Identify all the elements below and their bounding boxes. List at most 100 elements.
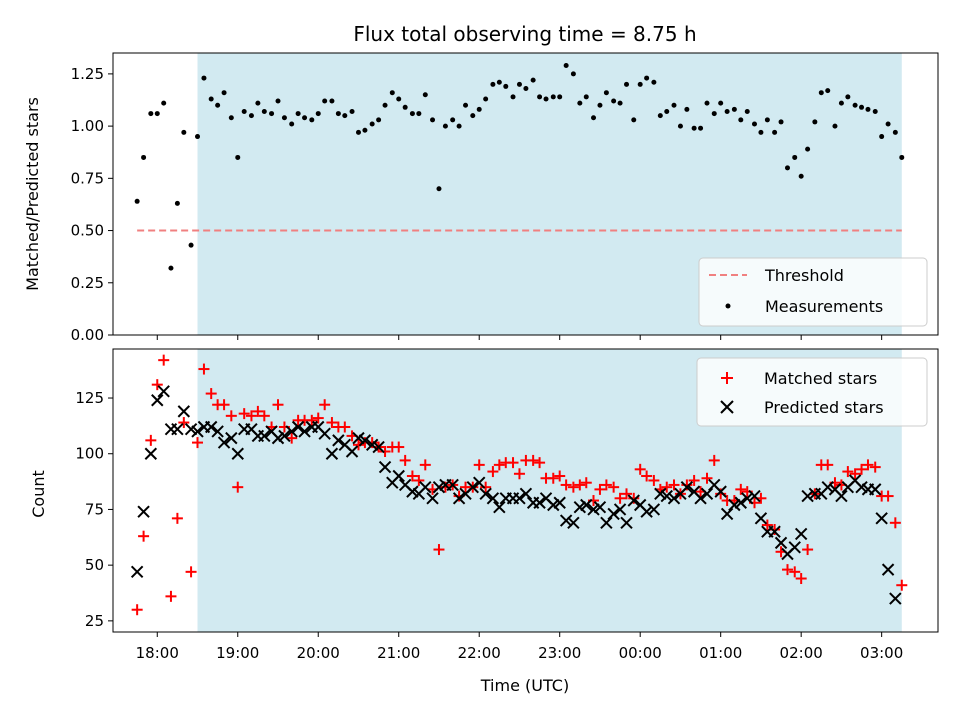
measurement-point [724, 108, 730, 114]
matched-star-marker [896, 579, 908, 591]
measurement-point [637, 81, 643, 87]
matched-star-marker [238, 408, 250, 420]
measurement-point [704, 100, 710, 106]
measurement-point [677, 123, 683, 129]
matched-star-marker [352, 439, 364, 451]
x-axis-label: Time (UTC) [480, 676, 569, 695]
measurement-point [557, 94, 563, 100]
predicted-star-marker [647, 503, 661, 516]
predicted-star-marker [875, 512, 888, 525]
measurement-point [825, 88, 831, 94]
matched-star-marker [192, 437, 204, 449]
predicted-star-marker [694, 492, 707, 505]
matched-star-marker [715, 488, 727, 500]
predicted-star-marker [680, 480, 694, 494]
predicted-star-marker [446, 478, 459, 492]
measurement-point [322, 98, 328, 104]
bottom-y-tick-label: 125 [75, 389, 104, 407]
predicted-star-marker [613, 503, 627, 516]
measurement-point [362, 127, 368, 133]
measurement-point [335, 111, 341, 117]
predicted-star-marker [567, 516, 580, 530]
matched-star-marker [198, 363, 210, 375]
matched-star-marker [735, 483, 747, 495]
measurement-point [281, 115, 287, 121]
predicted-star-marker [768, 525, 781, 538]
matched-star-marker [433, 544, 445, 556]
measurement-point [422, 92, 428, 98]
measurement-point [764, 117, 770, 123]
measurement-point [583, 94, 589, 100]
measurement-point [476, 106, 482, 112]
measurement-point [879, 134, 885, 140]
measurement-point [792, 154, 798, 160]
predicted-star-marker [889, 592, 902, 605]
measurement-point [503, 83, 509, 89]
measurement-point [483, 96, 489, 102]
matched-star-marker [272, 399, 284, 411]
matched-star-marker [399, 454, 411, 466]
predicted-star-marker [660, 489, 673, 503]
predicted-star-marker [553, 496, 566, 509]
matched-star-marker [580, 477, 592, 489]
measurement-point [161, 100, 167, 106]
matched-star-marker [245, 410, 257, 422]
bottom-y-tick-label: 75 [85, 500, 104, 518]
predicted-star-marker [231, 447, 244, 460]
measurement-point [865, 106, 871, 112]
matched-star-marker [326, 417, 338, 429]
matched-star-marker [413, 474, 425, 486]
matched-star-marker [487, 466, 499, 478]
matched-star-marker [507, 457, 519, 469]
predicted-star-marker [821, 480, 834, 494]
predicted-star-marker [298, 425, 311, 438]
measurement-point [691, 125, 697, 131]
predicted-star-marker [191, 425, 204, 438]
matched-star-marker [480, 481, 492, 493]
top-y-ticks: 0.00 0.25 0.50 0.75 1.00 1.25 [71, 65, 113, 344]
predicted-star-marker [493, 501, 506, 514]
measurement-point [885, 121, 891, 127]
top-legend-box [698, 257, 928, 327]
top-axes-frame [112, 52, 939, 336]
matched-star-marker [628, 492, 640, 504]
matched-star-marker [527, 454, 539, 466]
measurement-point [470, 113, 476, 119]
matched-star-marker [406, 470, 418, 482]
legend-measurements-swatch [725, 303, 731, 309]
measurement-point [772, 129, 778, 135]
measurement-point [872, 108, 878, 114]
predicted-star-marker [734, 496, 748, 509]
top-y-tick-label: 0.25 [71, 274, 104, 292]
legend-measurements-label: Measurements [765, 297, 883, 316]
measurement-point [228, 115, 234, 121]
predicted-star-marker [774, 536, 788, 550]
measurement-point [892, 129, 898, 135]
x-tick-label: 01:00 [699, 644, 742, 662]
matched-star-marker [795, 573, 807, 585]
predicted-stars-series [130, 385, 902, 605]
bottom-legend-box [696, 357, 928, 427]
predicted-star-marker [225, 431, 238, 445]
measurement-point [899, 154, 905, 160]
predicted-star-marker [486, 492, 500, 505]
matched-star-marker [567, 481, 579, 493]
matched-star-marker [668, 479, 680, 491]
predicted-star-marker [358, 434, 372, 447]
predicted-star-marker [466, 480, 479, 494]
matched-star-marker [789, 566, 801, 578]
predicted-star-marker [580, 498, 593, 512]
legend-matched-swatch [721, 372, 733, 384]
measurement-point [221, 90, 227, 96]
measurement-point [603, 90, 609, 96]
measurement-point [718, 100, 724, 106]
predicted-star-marker [869, 483, 882, 496]
measurement-point [174, 200, 180, 206]
predicted-star-marker [513, 492, 526, 505]
matched-star-marker [882, 490, 894, 502]
measurement-point [295, 111, 301, 117]
measurement-point [430, 117, 436, 123]
top-y-tick-label: 0.00 [71, 326, 104, 344]
measurement-point [784, 165, 790, 171]
